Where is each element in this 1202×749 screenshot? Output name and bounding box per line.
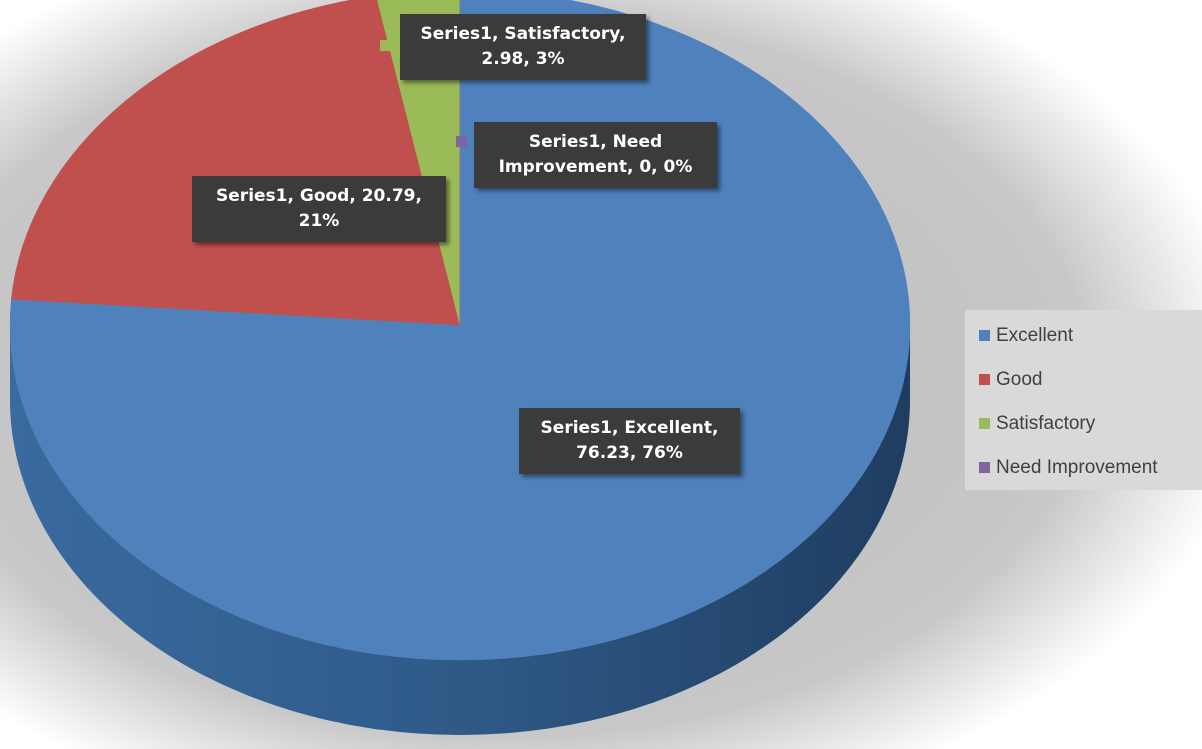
- legend-swatch-excellent: [979, 330, 990, 341]
- legend-label-excellent: Excellent: [996, 324, 1074, 346]
- legend-label-good: Good: [996, 368, 1043, 390]
- pie-side-wall: [10, 325, 910, 735]
- legend-swatch-satisfactory: [979, 418, 990, 429]
- chart-legend: Excellent Good Satisfactory Need Improve…: [965, 310, 1202, 490]
- pie-slice-good: [11, 0, 461, 326]
- data-label-need-improvement-key: [456, 136, 467, 147]
- data-label-good-text: Series1, Good, 20.79, 21%: [216, 186, 422, 231]
- data-label-satisfactory-text: Series1, Satisfactory, 2.98, 3%: [420, 24, 626, 69]
- legend-label-satisfactory: Satisfactory: [996, 412, 1096, 434]
- data-label-excellent-text: Series1, Excellent, 76.23, 76%: [540, 418, 719, 463]
- pie-side-excellent: [10, 325, 910, 735]
- legend-item-good: Good: [979, 364, 1202, 395]
- pie-slice-satisfactory: [377, 0, 461, 326]
- legend-item-need-improvement: Need Improvement: [979, 452, 1202, 483]
- data-label-need-improvement-text: Series1, Need Improvement, 0, 0%: [498, 132, 693, 177]
- data-label-good: Series1, Good, 20.79, 21%: [192, 176, 446, 242]
- data-label-satisfactory-key: [380, 40, 391, 51]
- pie-slices: [9, 0, 911, 661]
- data-label-satisfactory: Series1, Satisfactory, 2.98, 3%: [400, 14, 646, 80]
- data-label-need-improvement: Series1, Need Improvement, 0, 0%: [474, 122, 717, 188]
- legend-item-satisfactory: Satisfactory: [979, 408, 1202, 439]
- legend-swatch-good: [979, 374, 990, 385]
- legend-swatch-need-improvement: [979, 462, 990, 473]
- legend-item-excellent: Excellent: [979, 320, 1202, 351]
- data-label-excellent: Series1, Excellent, 76.23, 76%: [519, 408, 740, 474]
- legend-label-need-improvement: Need Improvement: [996, 456, 1158, 478]
